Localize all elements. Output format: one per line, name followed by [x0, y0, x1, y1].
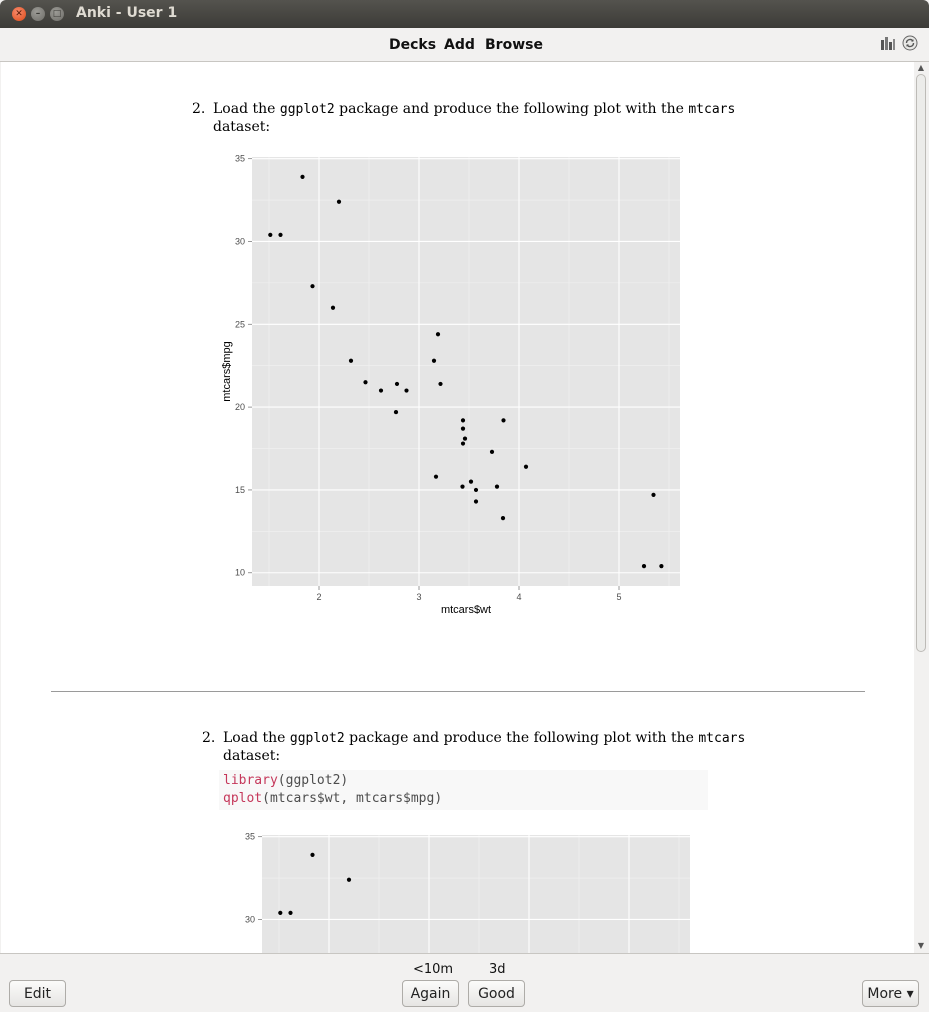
- data-point: [378, 388, 384, 393]
- data-point: [460, 418, 466, 423]
- data-point: [310, 284, 315, 289]
- window-title: Anki - User 1: [76, 5, 178, 21]
- data-point: [489, 449, 495, 454]
- data-point: [473, 487, 479, 493]
- data-point: [310, 852, 315, 857]
- data-point: [641, 564, 647, 569]
- data-point: [363, 380, 368, 385]
- y-tick-label: 10: [235, 568, 245, 578]
- data-point: [500, 515, 506, 521]
- card-view: 2. Load the ggplot2 package and produce …: [1, 62, 914, 953]
- y-tick-label: 15: [235, 485, 245, 495]
- data-point: [435, 332, 441, 337]
- y-tick-label: 35: [235, 154, 245, 164]
- scatter-plot-mpg-vs-wt: 10 15 20 25 30 35 2 3 4 5 mtcars$wt mtcars$mpg: [221, 154, 680, 616]
- answer-number: 2.: [202, 730, 216, 746]
- scrollbar-thumb[interactable]: [916, 74, 926, 652]
- answer-text: Load the ggplot2 package and produce the…: [223, 730, 746, 746]
- scroll-down-icon[interactable]: ▼: [917, 941, 925, 950]
- data-point: [348, 358, 354, 363]
- y-tick-label: 20: [235, 402, 245, 412]
- data-point: [278, 232, 283, 237]
- data-point: [278, 910, 283, 915]
- data-point: [431, 358, 437, 363]
- scroll-up-icon[interactable]: ▲: [917, 63, 925, 72]
- again-button[interactable]: Again: [402, 980, 459, 1007]
- question-number: 2.: [192, 101, 206, 117]
- data-point: [393, 409, 399, 415]
- data-point: [659, 564, 664, 569]
- window-titlebar: ✕ – □ Anki - User 1: [0, 0, 929, 28]
- x-tick-label: 5: [616, 592, 621, 602]
- y-tick-label: 30: [245, 914, 255, 924]
- maximize-window-button[interactable]: □: [50, 7, 64, 21]
- stats-icon[interactable]: [880, 35, 896, 51]
- data-point: [523, 464, 529, 469]
- y-tick-label: 25: [235, 319, 245, 329]
- question-text: Load the ggplot2 package and produce the…: [213, 101, 736, 117]
- data-point: [394, 381, 400, 387]
- good-interval: 3d: [489, 962, 506, 977]
- data-point: [460, 441, 466, 446]
- plot-panel: [262, 835, 690, 953]
- edit-button[interactable]: Edit: [9, 980, 66, 1007]
- decks-link[interactable]: Decks: [389, 37, 437, 53]
- data-point: [460, 426, 466, 431]
- data-point: [346, 877, 352, 882]
- x-axis-label: mtcars$wt: [441, 604, 491, 616]
- data-point: [494, 484, 500, 489]
- sync-icon[interactable]: [902, 35, 918, 51]
- data-point: [473, 499, 479, 504]
- code-block: library(ggplot2) qplot(mtcars$wt, mtcars…: [219, 770, 708, 810]
- vertical-scrollbar[interactable]: ▲ ▼: [914, 62, 928, 953]
- answer-bar: Edit <10m 3d Again Good More ▾: [0, 953, 929, 1012]
- again-interval: <10m: [413, 962, 454, 977]
- data-point: [288, 910, 293, 915]
- scatter-plot-answer: 30 35: [245, 832, 690, 953]
- code-line-2: qplot(mtcars$wt, mtcars$mpg): [223, 791, 443, 806]
- data-point: [433, 474, 439, 479]
- more-button[interactable]: More ▾: [862, 980, 919, 1007]
- minimize-window-button[interactable]: –: [31, 7, 45, 21]
- x-tick-label: 3: [416, 592, 421, 602]
- y-axis-label: mtcars$mpg: [221, 341, 233, 402]
- answer-separator: [51, 691, 865, 692]
- data-point: [404, 388, 409, 393]
- code-line-1: library(ggplot2): [223, 773, 349, 788]
- close-window-button[interactable]: ✕: [12, 7, 26, 21]
- data-point: [468, 479, 474, 484]
- data-point: [438, 381, 443, 387]
- data-point: [651, 492, 656, 497]
- main-toolbar: Decks Add Browse: [0, 28, 929, 62]
- data-point: [300, 174, 305, 179]
- data-point: [268, 232, 273, 237]
- data-point: [330, 305, 336, 310]
- question-text-line2: dataset:: [213, 119, 271, 135]
- data-point: [460, 484, 465, 489]
- x-tick-label: 2: [316, 592, 321, 602]
- data-point: [462, 436, 468, 441]
- plot-panel: [252, 157, 680, 586]
- data-point: [501, 418, 506, 423]
- good-button[interactable]: Good: [468, 980, 525, 1007]
- browse-link[interactable]: Browse: [485, 37, 543, 53]
- add-link[interactable]: Add: [444, 37, 475, 53]
- data-point: [336, 199, 342, 204]
- y-tick-label: 30: [235, 236, 245, 246]
- x-tick-label: 4: [516, 592, 521, 602]
- answer-text-line2: dataset:: [223, 748, 281, 764]
- y-tick-label: 35: [245, 832, 255, 842]
